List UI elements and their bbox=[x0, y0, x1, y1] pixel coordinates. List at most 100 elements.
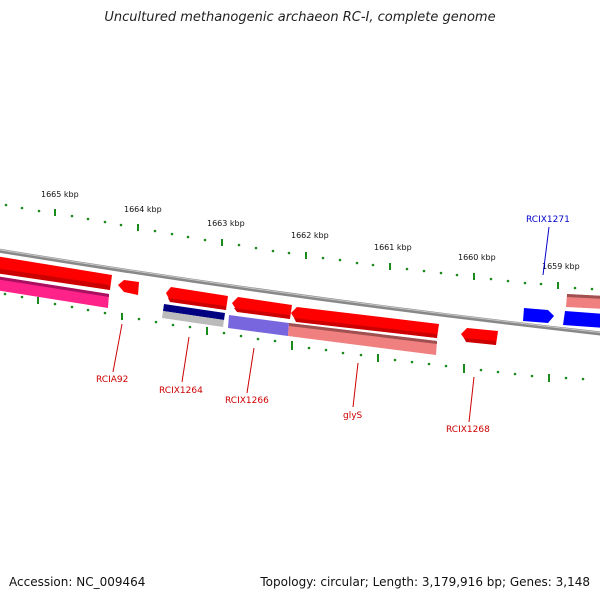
tick-dot bbox=[254, 246, 258, 250]
leader-line bbox=[468, 376, 475, 423]
gene-feature-shade bbox=[168, 298, 226, 310]
forward-genes bbox=[0, 256, 600, 345]
tick-dot bbox=[405, 267, 409, 271]
tick-dot bbox=[496, 370, 500, 374]
tick-dot bbox=[581, 377, 585, 381]
gene-feature[interactable] bbox=[163, 304, 225, 320]
tick-dot bbox=[203, 238, 207, 242]
tick-dot bbox=[237, 243, 241, 247]
tick-dot bbox=[427, 362, 431, 366]
scale-label: 1659 kbp bbox=[542, 262, 580, 271]
tick-dot bbox=[186, 235, 190, 239]
tick-dot bbox=[287, 251, 291, 255]
reverse-genes bbox=[0, 276, 600, 355]
scale-label: 1662 kbp bbox=[291, 231, 329, 240]
scale-label: 1665 kbp bbox=[41, 190, 79, 199]
leader-line bbox=[112, 323, 123, 373]
tick-dot bbox=[393, 358, 397, 362]
tick-dot bbox=[86, 308, 90, 312]
gene-label-rcix1268[interactable]: RCIX1268 bbox=[446, 425, 490, 435]
label-leaders bbox=[112, 226, 550, 423]
leader-line bbox=[542, 226, 550, 276]
tick-dot bbox=[239, 334, 243, 338]
tick-dot bbox=[20, 295, 24, 299]
tick-dot bbox=[371, 263, 375, 267]
gene-feature[interactable] bbox=[228, 315, 289, 336]
gene-feature[interactable] bbox=[563, 311, 600, 328]
gene-feature[interactable] bbox=[162, 311, 224, 327]
accession-text: Accession: NC_009464 bbox=[9, 575, 146, 589]
genome-backbone bbox=[0, 248, 600, 336]
gene-feature-shade bbox=[464, 338, 496, 345]
gene-label-glys[interactable]: glyS bbox=[343, 411, 363, 421]
inner-ticks bbox=[3, 292, 585, 382]
scale-label: 1664 kbp bbox=[124, 205, 162, 214]
tick-dot bbox=[307, 346, 311, 350]
tick-dot bbox=[271, 249, 275, 253]
leader-line bbox=[181, 336, 190, 383]
tick-dot bbox=[53, 302, 57, 306]
gene-feature-shade bbox=[567, 294, 600, 299]
tick-dot bbox=[590, 287, 594, 291]
tick-dot bbox=[489, 277, 493, 281]
gene-feature[interactable] bbox=[288, 323, 437, 355]
tick-dot bbox=[222, 331, 226, 335]
gene-feature[interactable] bbox=[523, 308, 554, 323]
tick-dot bbox=[256, 337, 260, 341]
tick-dot bbox=[422, 269, 426, 273]
tick-dot bbox=[455, 273, 459, 277]
tick-dot bbox=[410, 360, 414, 364]
gene-feature-shade bbox=[0, 276, 109, 297]
tick-dot bbox=[3, 292, 7, 296]
gene-feature-shade bbox=[289, 323, 437, 344]
tick-dot bbox=[188, 325, 192, 329]
tick-dot bbox=[70, 305, 74, 309]
tick-dot bbox=[324, 348, 328, 352]
tick-dot bbox=[506, 279, 510, 283]
tick-dot bbox=[539, 282, 543, 286]
tick-dot bbox=[359, 353, 363, 357]
tick-dot bbox=[341, 351, 345, 355]
tick-dot bbox=[119, 223, 123, 227]
map-title: Uncultured methanogenic archaeon RC-I, c… bbox=[104, 10, 496, 25]
gene-label-rcix1264[interactable]: RCIX1264 bbox=[159, 386, 203, 396]
gene-feature-shade bbox=[0, 268, 110, 290]
outer-ticks bbox=[4, 203, 594, 291]
gene-feature[interactable] bbox=[0, 276, 109, 308]
tick-dot bbox=[4, 203, 8, 207]
tick-dot bbox=[439, 271, 443, 275]
tick-dot bbox=[355, 261, 359, 265]
scale-label: 1661 kbp bbox=[374, 243, 412, 252]
gene-label-rcia92[interactable]: RCIA92 bbox=[96, 375, 128, 385]
tick-dot bbox=[137, 317, 141, 321]
leader-line bbox=[246, 347, 255, 394]
leader-line bbox=[352, 362, 359, 408]
tick-dot bbox=[338, 258, 342, 262]
tick-dot bbox=[37, 209, 41, 213]
tick-dot bbox=[513, 372, 517, 376]
tick-dot bbox=[170, 232, 174, 236]
gene-feature-shade bbox=[234, 308, 290, 319]
scale-label: 1663 kbp bbox=[207, 219, 245, 228]
genome-summary: Topology: circular; Length: 3,179,916 bp… bbox=[260, 575, 590, 589]
tick-dot bbox=[564, 376, 568, 380]
tick-dot bbox=[479, 368, 483, 372]
tick-dot bbox=[273, 339, 277, 343]
tick-dot bbox=[154, 320, 158, 324]
tick-dot bbox=[103, 220, 107, 224]
gene-label-rcix1271[interactable]: RCIX1271 bbox=[526, 215, 570, 225]
genome-backbone-highlight bbox=[0, 249, 600, 333]
tick-dot bbox=[171, 323, 175, 327]
tick-dot bbox=[103, 311, 107, 315]
tick-dot bbox=[321, 256, 325, 260]
tick-dot bbox=[530, 374, 534, 378]
gene-label-rcix1266[interactable]: RCIX1266 bbox=[225, 396, 269, 406]
tick-dot bbox=[20, 206, 24, 210]
gene-feature-shade bbox=[294, 318, 437, 338]
gene-feature[interactable] bbox=[118, 280, 139, 295]
tick-dot bbox=[573, 286, 577, 290]
tick-dot bbox=[153, 229, 157, 233]
scale-label: 1660 kbp bbox=[458, 253, 496, 262]
tick-dot bbox=[70, 214, 74, 218]
